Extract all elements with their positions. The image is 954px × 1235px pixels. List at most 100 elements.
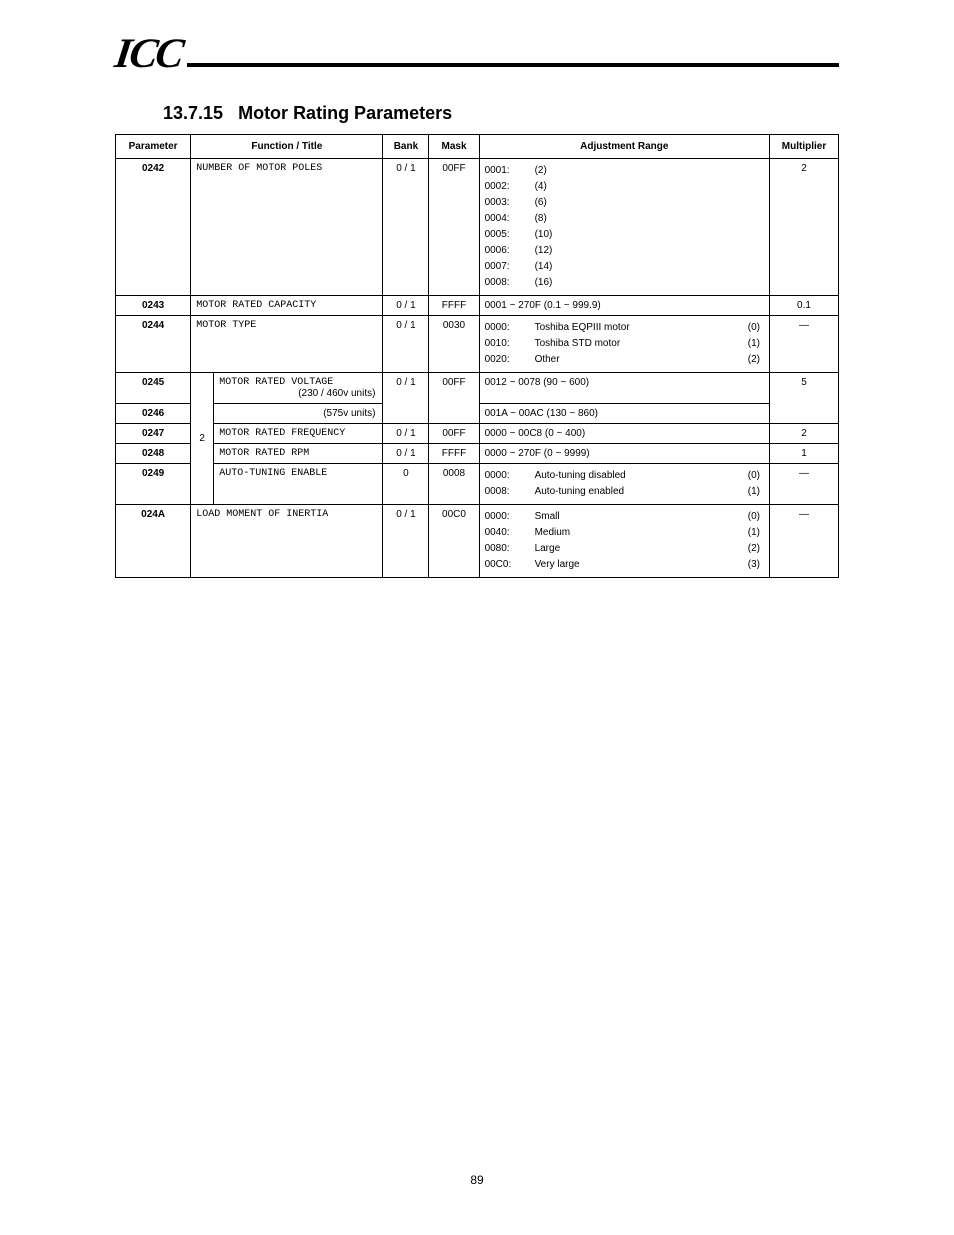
cell-func: LOAD MOMENT OF INERTIA xyxy=(191,505,383,578)
cell-mult: 5 xyxy=(770,373,839,424)
cell-func: MOTOR RATED RPM xyxy=(214,444,383,464)
opt-code: 0006: xyxy=(485,243,535,259)
opt-paren: (1) xyxy=(732,336,764,352)
cell-bank: 0 / 1 xyxy=(383,159,429,296)
opt-label: (16) xyxy=(535,275,764,291)
opt-paren: (0) xyxy=(732,468,764,484)
opt-label: (2) xyxy=(535,163,764,179)
opt-paren: (1) xyxy=(732,484,764,500)
col-multiplier: Multiplier xyxy=(770,135,839,159)
opt-paren: (2) xyxy=(732,541,764,557)
page: ICC 13.7.15 Motor Rating Parameters Para… xyxy=(0,0,954,1235)
col-adjustment: Adjustment Range xyxy=(479,135,769,159)
opt-label: Small xyxy=(535,509,732,525)
opt-code: 0001: xyxy=(485,163,535,179)
cell-func: NUMBER OF MOTOR POLES xyxy=(191,159,383,296)
section-heading: 13.7.15 Motor Rating Parameters xyxy=(163,103,839,124)
cell-adj: 0000: Auto-tuning disabled(0) 0008:Auto-… xyxy=(479,464,769,505)
cell-adj: 0000:Small(0) 0040:Medium(1) 0080:Large(… xyxy=(479,505,769,578)
opt-label: Toshiba EQPIII motor xyxy=(535,320,732,336)
table-row: 024A LOAD MOMENT OF INERTIA 0 / 1 00C0 0… xyxy=(116,505,839,578)
opt-code: 0020: xyxy=(485,352,535,368)
cell-func: AUTO-TUNING ENABLE xyxy=(214,464,383,505)
cell-bank: 0 / 1 xyxy=(383,444,429,464)
cell-mult: — xyxy=(770,316,839,373)
cell-bank: 0 / 1 xyxy=(383,505,429,578)
cell-adj: 0000 ~ 270F (0 ~ 9999) xyxy=(479,444,769,464)
opt-code: 0010: xyxy=(485,336,535,352)
opt-code: 0004: xyxy=(485,211,535,227)
opt-code: 0003: xyxy=(485,195,535,211)
opt-label: (8) xyxy=(535,211,764,227)
parameters-table: Parameter Function / Title Bank Mask Adj… xyxy=(115,134,839,578)
cell-mask: 0008 xyxy=(429,464,479,505)
col-bank: Bank xyxy=(383,135,429,159)
cell-mult: — xyxy=(770,464,839,505)
col-parameter: Parameter xyxy=(116,135,191,159)
opt-code: 0000: xyxy=(485,509,535,525)
cell-bank: 0 / 1 xyxy=(383,424,429,444)
cell-subgroup: 2 xyxy=(191,373,214,505)
opt-label: Very large xyxy=(535,557,732,573)
opt-code: 0008: xyxy=(485,484,535,500)
opt-code: 0080: xyxy=(485,541,535,557)
opt-paren: (1) xyxy=(732,525,764,541)
cell-param: 0248 xyxy=(116,444,191,464)
opt-label: (6) xyxy=(535,195,764,211)
table-row: 0245 2 MOTOR RATED VOLTAGE (230 / 460v u… xyxy=(116,373,839,404)
cell-param: 0242 xyxy=(116,159,191,296)
cell-param: 0244 xyxy=(116,316,191,373)
header-rule xyxy=(187,63,839,67)
opt-label: Auto-tuning disabled xyxy=(535,468,732,484)
table-row: 0244 MOTOR TYPE 0 / 1 0030 0000:Toshiba … xyxy=(116,316,839,373)
opt-paren: (3) xyxy=(732,557,764,573)
cell-mult: 1 xyxy=(770,444,839,464)
cell-mask: 0030 xyxy=(429,316,479,373)
opt-code: 0000: xyxy=(485,468,535,484)
cell-mult: 2 xyxy=(770,424,839,444)
cell-mask: 00FF xyxy=(429,424,479,444)
opt-label: Large xyxy=(535,541,732,557)
opt-label: (12) xyxy=(535,243,764,259)
section-number: 13.7.15 xyxy=(163,103,223,123)
opt-paren: (0) xyxy=(732,509,764,525)
cell-param: 0246 xyxy=(116,404,191,424)
cell-mask: FFFF xyxy=(429,296,479,316)
cell-param: 024A xyxy=(116,505,191,578)
table-row: 0249 AUTO-TUNING ENABLE 0 0008 0000: Aut… xyxy=(116,464,839,505)
opt-label: Toshiba STD motor xyxy=(535,336,732,352)
cell-func: (575v units) xyxy=(214,404,383,424)
cell-func: MOTOR RATED CAPACITY xyxy=(191,296,383,316)
col-mask: Mask xyxy=(429,135,479,159)
cell-adj: 0000 ~ 00C8 (0 ~ 400) xyxy=(479,424,769,444)
cell-mask: 00FF xyxy=(429,373,479,424)
opt-label: (10) xyxy=(535,227,764,243)
cell-param: 0249 xyxy=(116,464,191,505)
cell-adj: 0001 ~ 270F (0.1 ~ 999.9) xyxy=(479,296,769,316)
page-number: 89 xyxy=(0,1173,954,1187)
cell-mask: 00FF xyxy=(429,159,479,296)
cell-adj: 0000:Toshiba EQPIII motor(0) 0010:Toshib… xyxy=(479,316,769,373)
opt-label: Medium xyxy=(535,525,732,541)
table-header-row: Parameter Function / Title Bank Mask Adj… xyxy=(116,135,839,159)
func-note: (230 / 460v units) xyxy=(219,388,377,399)
cell-param: 0245 xyxy=(116,373,191,404)
opt-label: Auto-tuning enabled xyxy=(535,484,732,500)
opt-label: (4) xyxy=(535,179,764,195)
opt-code: 00C0: xyxy=(485,557,535,573)
opt-paren: (0) xyxy=(732,320,764,336)
cell-param: 0243 xyxy=(116,296,191,316)
func-text: MOTOR RATED VOLTAGE xyxy=(219,377,333,388)
cell-mult: — xyxy=(770,505,839,578)
cell-mult: 0.1 xyxy=(770,296,839,316)
table-row: 0248 MOTOR RATED RPM 0 / 1 FFFF 0000 ~ 2… xyxy=(116,444,839,464)
cell-func: MOTOR TYPE xyxy=(191,316,383,373)
cell-adj: 0001:(2) 0002:(4) 0003:(6) 0004:(8) 0005… xyxy=(479,159,769,296)
section-title-text: Motor Rating Parameters xyxy=(238,103,452,123)
page-header: ICC xyxy=(115,40,839,73)
cell-mult: 2 xyxy=(770,159,839,296)
cell-mask: 00C0 xyxy=(429,505,479,578)
cell-bank: 0 / 1 xyxy=(383,373,429,424)
cell-bank: 0 / 1 xyxy=(383,316,429,373)
table-row: 0243 MOTOR RATED CAPACITY 0 / 1 FFFF 000… xyxy=(116,296,839,316)
